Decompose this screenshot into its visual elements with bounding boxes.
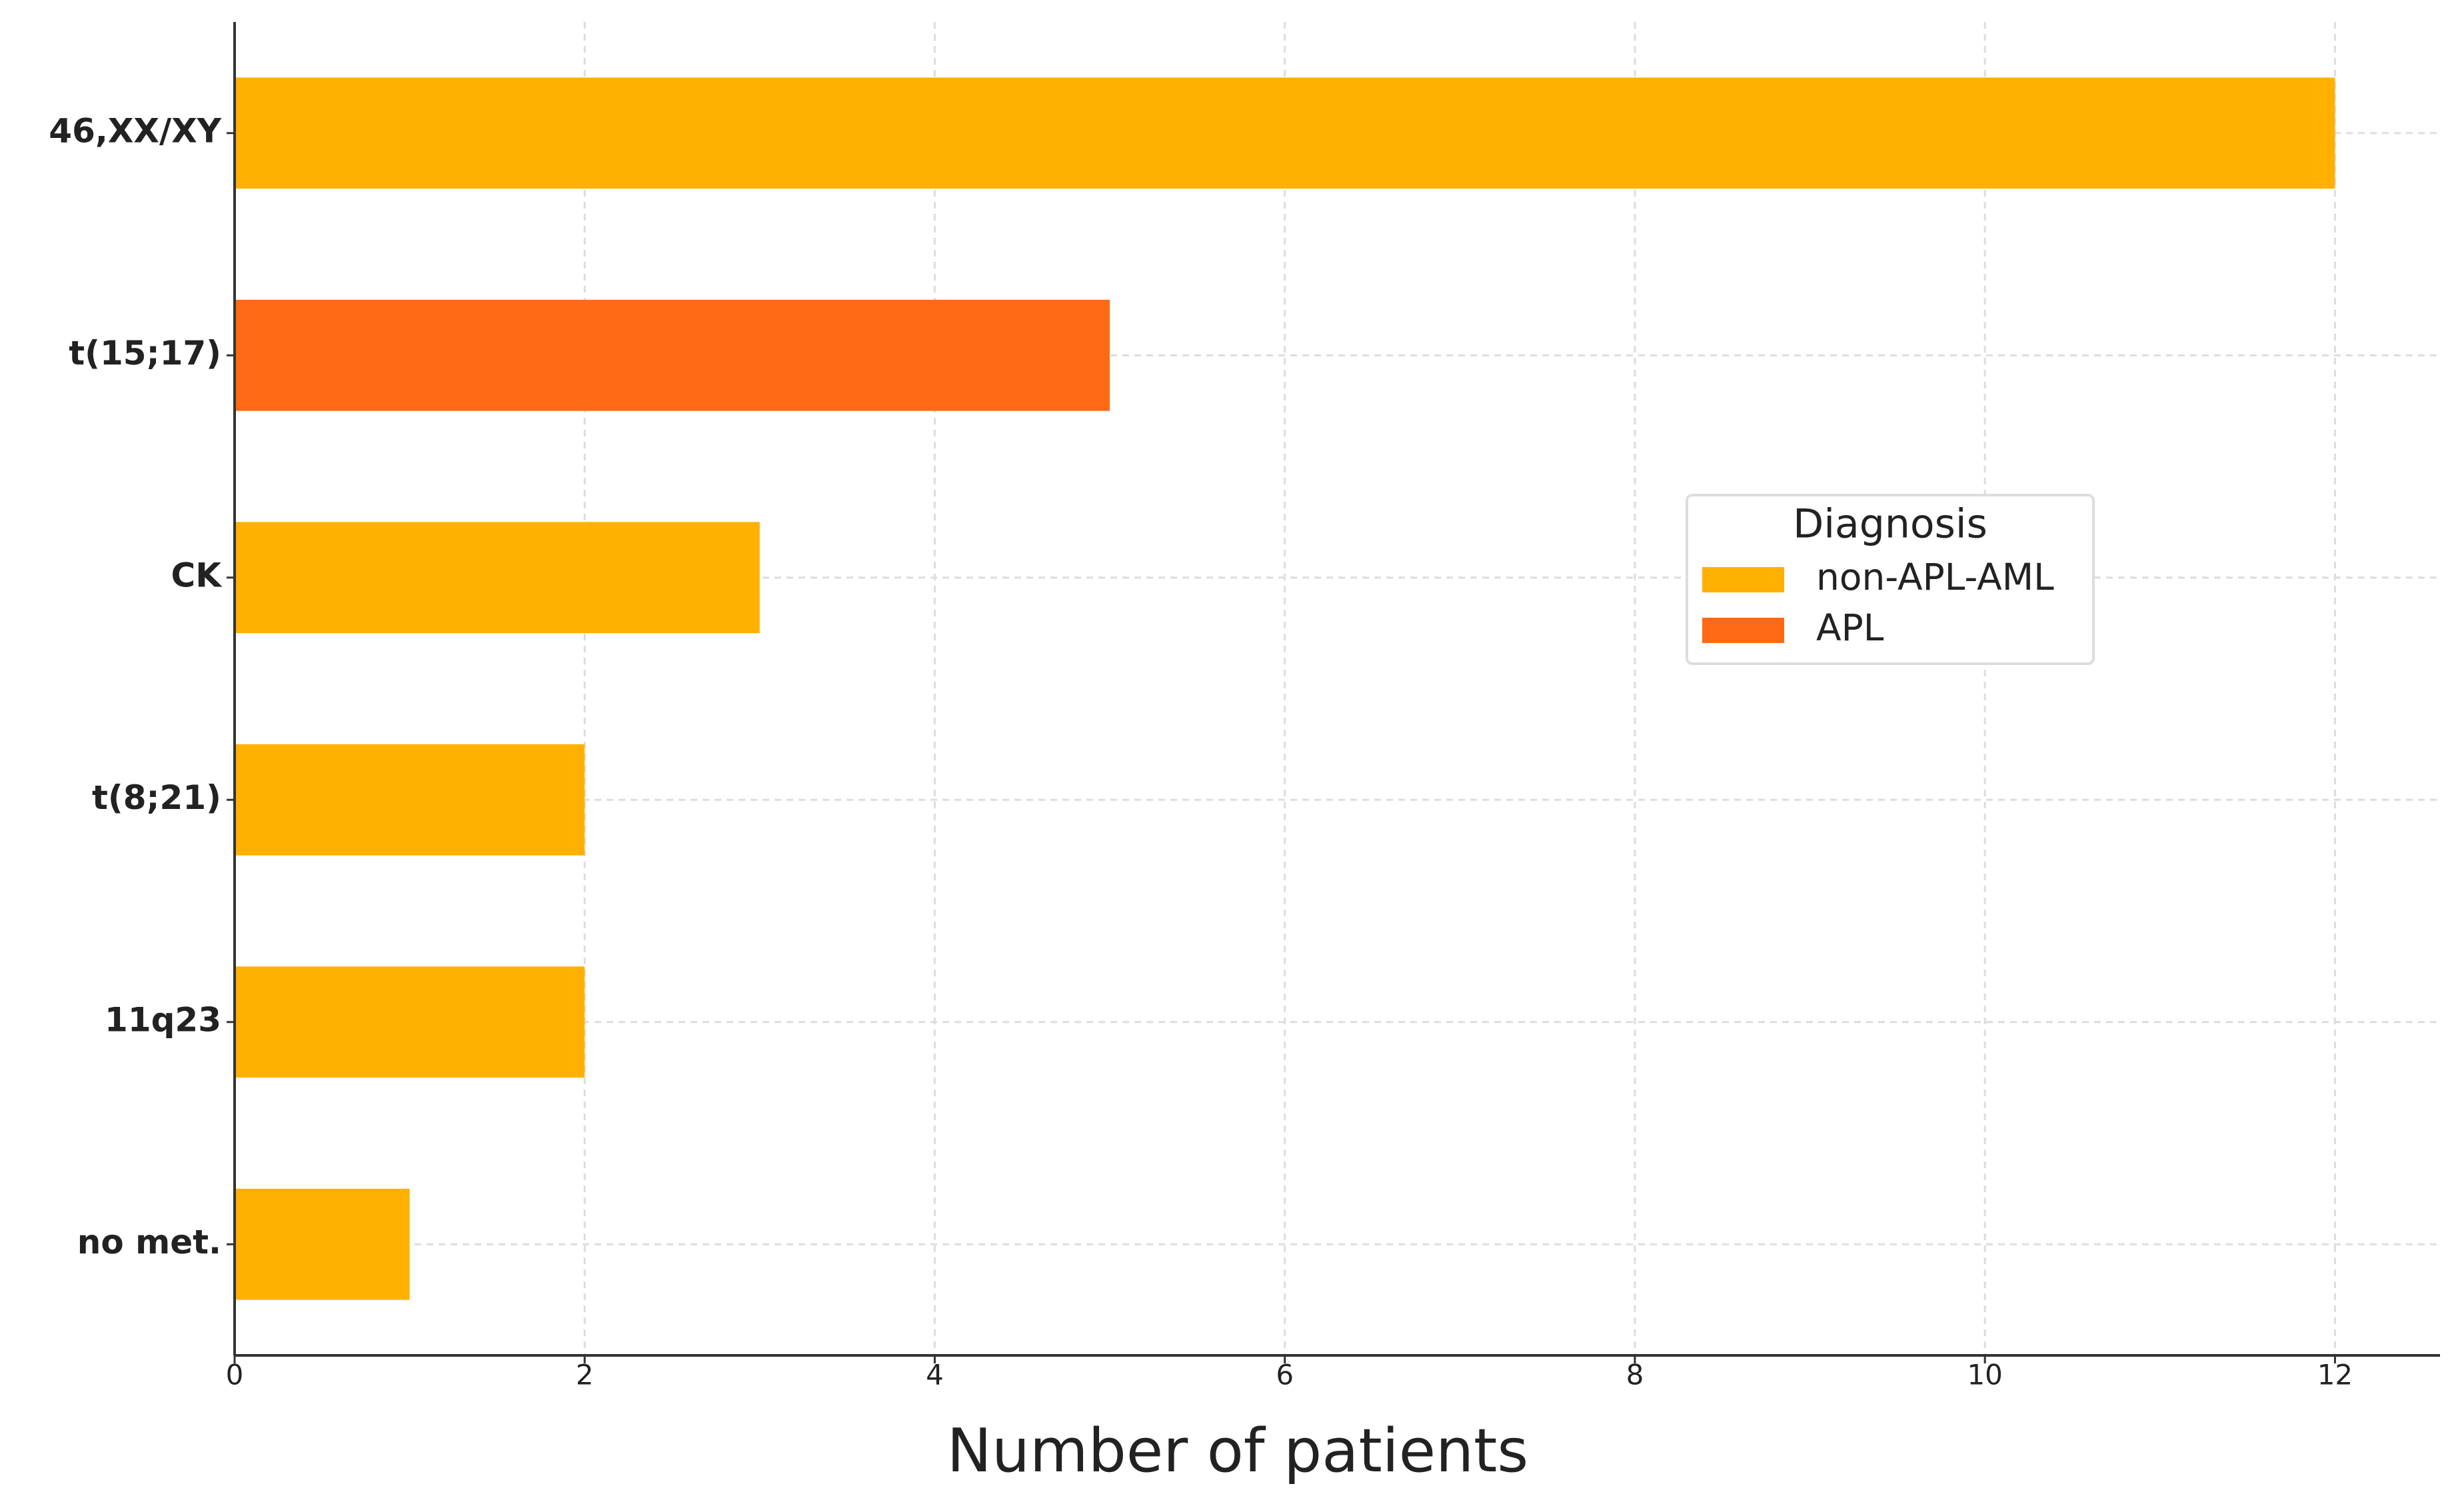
bar — [235, 299, 1110, 411]
y-tick-label: 11q23 — [105, 1000, 221, 1039]
legend-label: APL — [1816, 606, 1884, 649]
y-tick-label: t(15;17) — [69, 334, 221, 373]
y-tick-label: no met. — [77, 1223, 221, 1261]
legend-box — [1686, 494, 2095, 665]
bar — [235, 966, 585, 1078]
x-tick-label: 12 — [2317, 1359, 2353, 1391]
x-tick-label: 0 — [226, 1359, 244, 1391]
y-tick-label: t(8;21) — [92, 778, 221, 817]
legend-swatch — [1702, 618, 1784, 643]
x-axis-label: Number of patients — [947, 1416, 1529, 1486]
bar — [235, 522, 760, 634]
bar — [235, 77, 2335, 189]
bar — [235, 744, 585, 856]
legend-swatch — [1702, 567, 1784, 592]
x-tick-label: 10 — [1967, 1359, 2002, 1391]
y-tick-label: CK — [171, 556, 223, 594]
x-tick-label: 2 — [576, 1359, 594, 1391]
x-tick-label: 4 — [926, 1359, 944, 1391]
y-tick-label: 46,XX/XY — [49, 111, 221, 150]
legend: Diagnosis non-APL-AML APL — [1686, 494, 2095, 665]
x-tick-label: 8 — [1626, 1359, 1644, 1391]
bar — [235, 1188, 410, 1300]
legend-label: non-APL-AML — [1816, 556, 2054, 598]
legend-title: Diagnosis — [1793, 501, 1987, 548]
x-tick-label: 6 — [1276, 1359, 1294, 1391]
